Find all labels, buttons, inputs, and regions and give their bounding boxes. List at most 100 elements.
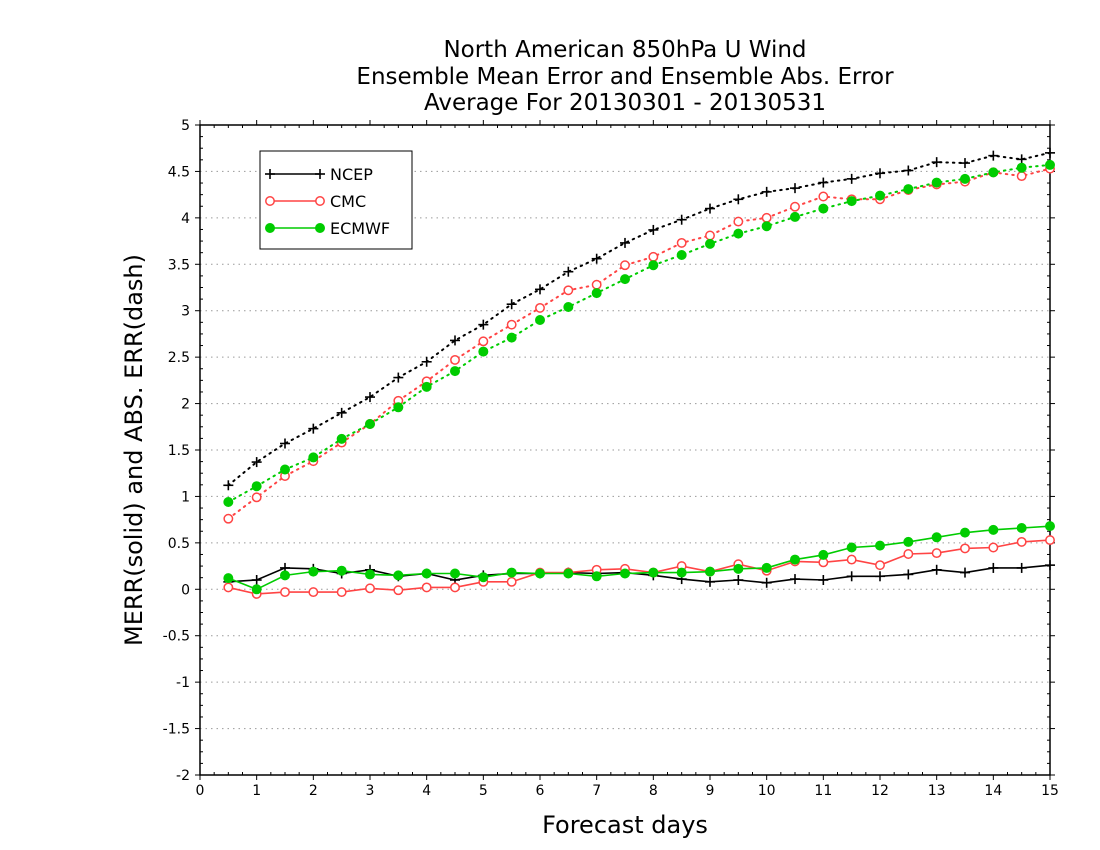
x-tick-label: 1: [252, 783, 261, 799]
ecmwf-abs-error-point: [563, 302, 574, 312]
cmc-abs-error-point: [648, 251, 659, 262]
ecmwf-mean-error-point: [280, 570, 290, 581]
ecmwf-mean-error-point: [676, 567, 687, 578]
ecmwf-abs-error-point: [308, 452, 319, 463]
ecmwf-abs-error-point: [506, 332, 517, 343]
ecmwf-mean-error-point: [251, 584, 262, 595]
y-tick-label: -2: [176, 768, 190, 784]
cmc-mean-error-point: [846, 554, 857, 565]
ecmwf-abs-error-point: [818, 203, 829, 214]
ncep-abs-error-point: [1045, 147, 1055, 158]
series-group: [223, 147, 1055, 599]
cmc-mean-error-point: [960, 543, 970, 554]
ncep-abs-error-point: [988, 150, 999, 161]
ecmwf-abs-error-point: [421, 381, 432, 392]
y-tick-label: 3.5: [168, 257, 190, 273]
x-tick-label: 14: [984, 783, 1002, 799]
ncep-abs-error-point: [563, 266, 574, 277]
ecmwf-abs-error-point: [733, 228, 744, 239]
cmc-abs-error-point: [450, 354, 460, 365]
ncep-abs-error-point: [450, 335, 460, 346]
legend: NCEP CMC ECMWF: [259, 150, 413, 250]
y-tick-label: 4.5: [168, 164, 190, 180]
ncep-abs-error-point: [733, 194, 744, 205]
ncep-abs-error-point: [960, 158, 970, 169]
ecmwf-abs-error-point: [648, 260, 659, 271]
cmc-abs-error-point: [591, 279, 602, 290]
cmc-mean-error-point: [393, 585, 404, 596]
ecmwf-abs-error-point: [393, 402, 404, 413]
ecmwf-abs-error-point: [478, 346, 489, 357]
ecmwf-abs-error-point: [875, 190, 885, 201]
x-axis-label: Forecast days: [542, 811, 708, 839]
ncep-abs-error-point: [223, 480, 234, 491]
y-tick-label: 5: [181, 118, 190, 134]
ncep-mean-error-point: [761, 577, 772, 588]
ecmwf-abs-error-point: [931, 177, 942, 188]
ecmwf-abs-error-point: [365, 419, 375, 429]
ecmwf-mean-error-point: [846, 542, 857, 553]
ecmwf-abs-error-point: [846, 196, 857, 207]
ecmwf-abs-error-point: [761, 221, 772, 232]
cmc-abs-error-point: [478, 336, 489, 347]
y-tick-label: -1: [176, 675, 190, 691]
x-tick-label: 13: [928, 783, 946, 799]
ncep-abs-error-point: [506, 299, 517, 310]
y-axis-label: MERR(solid) and ABS. ERR(dash): [120, 254, 148, 646]
ncep-abs-error-point: [676, 214, 687, 225]
legend-box: [259, 150, 413, 250]
ecmwf-mean-error-point: [988, 524, 999, 535]
cmc-mean-error-point: [903, 549, 914, 559]
cmc-abs-error-point: [1016, 171, 1027, 182]
ecmwf-abs-error-point: [280, 464, 290, 475]
x-tick-label: 11: [814, 783, 832, 799]
ecmwf-mean-error-point: [591, 571, 602, 582]
cmc-mean-error-point: [1045, 535, 1055, 546]
ecmwf-abs-error-point: [903, 184, 914, 195]
cmc-abs-error-point: [818, 191, 829, 202]
x-tick-label: 6: [536, 783, 545, 799]
cmc-abs-error-point: [790, 201, 800, 212]
legend-label-cmc: CMC: [330, 192, 366, 211]
cmc-mean-error-point: [1016, 536, 1027, 547]
x-tick-label: 5: [479, 783, 488, 799]
x-tick-label: 8: [649, 783, 658, 799]
cmc-mean-error-point: [308, 587, 319, 598]
ncep-mean-error-point: [875, 571, 885, 582]
cmc-mean-error-point: [931, 548, 942, 559]
legend-marker-ecmwf: [265, 223, 275, 233]
ecmwf-abs-error-point: [1016, 162, 1027, 173]
ecmwf-mean-error-point: [450, 568, 460, 579]
ncep-abs-error-point: [591, 253, 602, 264]
ncep-abs-error-point: [535, 284, 545, 295]
ecmwf-mean-error-point: [620, 568, 630, 579]
ncep-mean-error-point: [846, 571, 857, 582]
cmc-mean-error-point: [506, 576, 517, 587]
x-tick-label: 15: [1041, 783, 1059, 799]
cmc-mean-error-point: [988, 542, 999, 553]
cmc-abs-error-point: [535, 302, 545, 313]
chart-title-line-3: Average For 20130301 - 20130531: [423, 90, 827, 116]
cmc-abs-error-line: [227, 167, 1051, 520]
ecmwf-mean-error-point: [563, 568, 574, 579]
ecmwf-abs-error-point: [620, 274, 630, 285]
ecmwf-mean-error-point: [336, 565, 347, 576]
ecmwf-abs-error-point: [790, 211, 800, 222]
ncep-abs-error-point: [818, 177, 829, 188]
y-tick-label: 0.5: [168, 536, 190, 552]
y-tick-label: 3: [181, 304, 190, 320]
y-tick-label: -0.5: [163, 629, 190, 645]
ecmwf-mean-error-point: [506, 567, 517, 578]
x-tick-label: 12: [871, 783, 889, 799]
x-tick-label: 2: [309, 783, 318, 799]
ecmwf-mean-error-line: [228, 525, 1051, 591]
ecmwf-abs-error-point: [960, 173, 970, 184]
ecmwf-abs-error-point: [705, 238, 715, 249]
legend-label-ecmwf: ECMWF: [330, 219, 390, 238]
ncep-mean-error-point: [988, 562, 999, 573]
legend-marker-ncep: [265, 169, 275, 179]
x-tick-label: 0: [196, 783, 205, 799]
legend-marker-ncep: [315, 169, 325, 179]
y-tick-label: 1: [181, 489, 190, 505]
